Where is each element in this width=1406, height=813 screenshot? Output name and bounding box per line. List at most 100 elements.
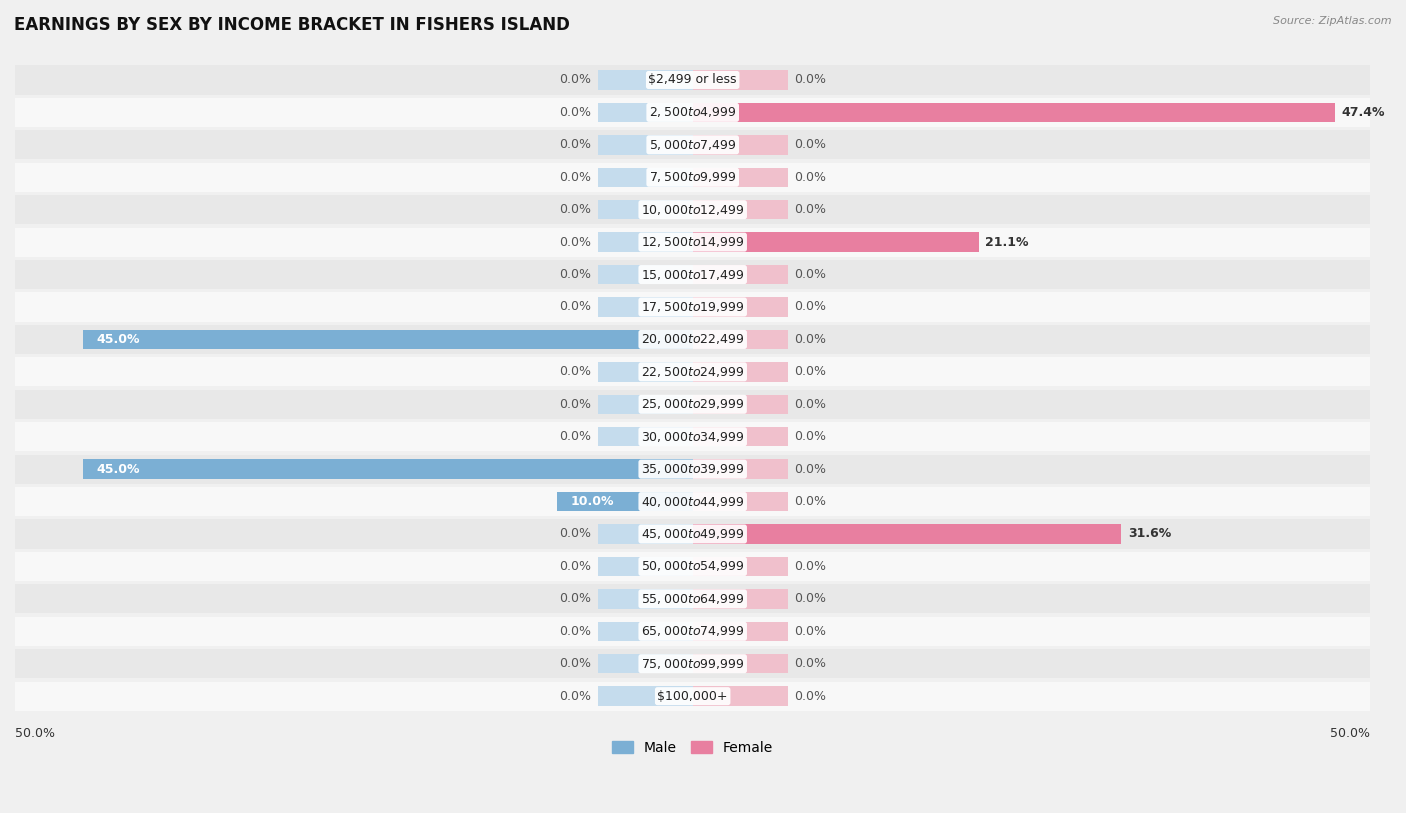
Text: 0.0%: 0.0% bbox=[794, 333, 827, 346]
Text: 0.0%: 0.0% bbox=[560, 560, 591, 573]
Bar bbox=[693, 654, 787, 673]
Text: 0.0%: 0.0% bbox=[560, 365, 591, 378]
Bar bbox=[15, 649, 1371, 678]
Bar bbox=[598, 589, 693, 609]
Bar bbox=[15, 98, 1371, 127]
Text: 0.0%: 0.0% bbox=[560, 689, 591, 702]
Bar bbox=[15, 422, 1371, 451]
Bar bbox=[15, 617, 1371, 646]
Bar bbox=[15, 389, 1371, 419]
Text: 0.0%: 0.0% bbox=[794, 398, 827, 411]
Text: 0.0%: 0.0% bbox=[794, 365, 827, 378]
Text: 0.0%: 0.0% bbox=[560, 138, 591, 151]
Bar bbox=[598, 557, 693, 576]
Bar bbox=[693, 524, 1121, 544]
Bar bbox=[693, 330, 787, 349]
Bar bbox=[598, 394, 693, 414]
Text: $20,000 to $22,499: $20,000 to $22,499 bbox=[641, 333, 744, 346]
Bar bbox=[598, 622, 693, 641]
Text: $2,500 to $4,999: $2,500 to $4,999 bbox=[650, 106, 737, 120]
Bar bbox=[693, 102, 1336, 122]
Bar bbox=[15, 228, 1371, 257]
Bar bbox=[15, 487, 1371, 516]
Bar bbox=[15, 65, 1371, 94]
Bar bbox=[693, 589, 787, 609]
Text: 0.0%: 0.0% bbox=[794, 301, 827, 314]
Bar bbox=[598, 686, 693, 706]
Text: 50.0%: 50.0% bbox=[15, 727, 55, 740]
Bar bbox=[15, 585, 1371, 614]
Bar bbox=[693, 427, 787, 446]
Bar bbox=[557, 492, 693, 511]
Legend: Male, Female: Male, Female bbox=[606, 735, 779, 760]
Bar bbox=[693, 200, 787, 220]
Text: 0.0%: 0.0% bbox=[794, 657, 827, 670]
Text: 10.0%: 10.0% bbox=[571, 495, 614, 508]
Bar bbox=[598, 233, 693, 252]
Text: 0.0%: 0.0% bbox=[794, 624, 827, 637]
Text: $35,000 to $39,999: $35,000 to $39,999 bbox=[641, 462, 744, 476]
Bar bbox=[693, 394, 787, 414]
Text: $65,000 to $74,999: $65,000 to $74,999 bbox=[641, 624, 744, 638]
Text: 0.0%: 0.0% bbox=[794, 268, 827, 281]
Bar bbox=[15, 357, 1371, 386]
Bar bbox=[693, 70, 787, 89]
Text: Source: ZipAtlas.com: Source: ZipAtlas.com bbox=[1274, 16, 1392, 26]
Text: 0.0%: 0.0% bbox=[560, 430, 591, 443]
Text: $100,000+: $100,000+ bbox=[658, 689, 728, 702]
Text: 50.0%: 50.0% bbox=[1330, 727, 1371, 740]
Text: 0.0%: 0.0% bbox=[560, 203, 591, 216]
Bar bbox=[598, 70, 693, 89]
Text: EARNINGS BY SEX BY INCOME BRACKET IN FISHERS ISLAND: EARNINGS BY SEX BY INCOME BRACKET IN FIS… bbox=[14, 16, 569, 34]
Bar bbox=[693, 362, 787, 381]
Text: $30,000 to $34,999: $30,000 to $34,999 bbox=[641, 430, 744, 444]
Text: 0.0%: 0.0% bbox=[560, 106, 591, 119]
Text: $55,000 to $64,999: $55,000 to $64,999 bbox=[641, 592, 744, 606]
Text: 0.0%: 0.0% bbox=[560, 73, 591, 86]
Bar bbox=[15, 163, 1371, 192]
Text: $17,500 to $19,999: $17,500 to $19,999 bbox=[641, 300, 744, 314]
Text: $10,000 to $12,499: $10,000 to $12,499 bbox=[641, 202, 744, 217]
Bar bbox=[15, 293, 1371, 322]
Bar bbox=[598, 492, 693, 511]
Bar bbox=[15, 552, 1371, 581]
Text: 21.1%: 21.1% bbox=[986, 236, 1029, 249]
Bar bbox=[15, 454, 1371, 484]
Text: 0.0%: 0.0% bbox=[794, 430, 827, 443]
Bar bbox=[598, 427, 693, 446]
Text: 0.0%: 0.0% bbox=[560, 624, 591, 637]
Bar bbox=[15, 260, 1371, 289]
Bar bbox=[693, 622, 787, 641]
Text: $45,000 to $49,999: $45,000 to $49,999 bbox=[641, 527, 744, 541]
Bar bbox=[693, 557, 787, 576]
Text: $75,000 to $99,999: $75,000 to $99,999 bbox=[641, 657, 744, 671]
Bar bbox=[693, 265, 787, 285]
Text: $22,500 to $24,999: $22,500 to $24,999 bbox=[641, 365, 744, 379]
Bar bbox=[598, 167, 693, 187]
Bar bbox=[15, 130, 1371, 159]
Bar bbox=[598, 135, 693, 154]
Bar bbox=[693, 135, 787, 154]
Bar bbox=[15, 195, 1371, 224]
Text: 0.0%: 0.0% bbox=[560, 593, 591, 606]
Bar bbox=[693, 524, 787, 544]
Bar bbox=[598, 654, 693, 673]
Bar bbox=[83, 459, 693, 479]
Bar bbox=[598, 298, 693, 317]
Text: 31.6%: 31.6% bbox=[1128, 528, 1171, 541]
Text: 0.0%: 0.0% bbox=[560, 268, 591, 281]
Bar bbox=[693, 102, 787, 122]
Bar bbox=[693, 459, 787, 479]
Text: $12,500 to $14,999: $12,500 to $14,999 bbox=[641, 235, 744, 249]
Bar bbox=[15, 520, 1371, 549]
Bar bbox=[693, 686, 787, 706]
Bar bbox=[693, 298, 787, 317]
Text: 0.0%: 0.0% bbox=[794, 73, 827, 86]
Text: $15,000 to $17,499: $15,000 to $17,499 bbox=[641, 267, 744, 281]
Text: 0.0%: 0.0% bbox=[560, 398, 591, 411]
Bar bbox=[598, 265, 693, 285]
Bar bbox=[693, 167, 787, 187]
Bar bbox=[693, 233, 979, 252]
Bar bbox=[598, 362, 693, 381]
Text: 45.0%: 45.0% bbox=[97, 463, 139, 476]
